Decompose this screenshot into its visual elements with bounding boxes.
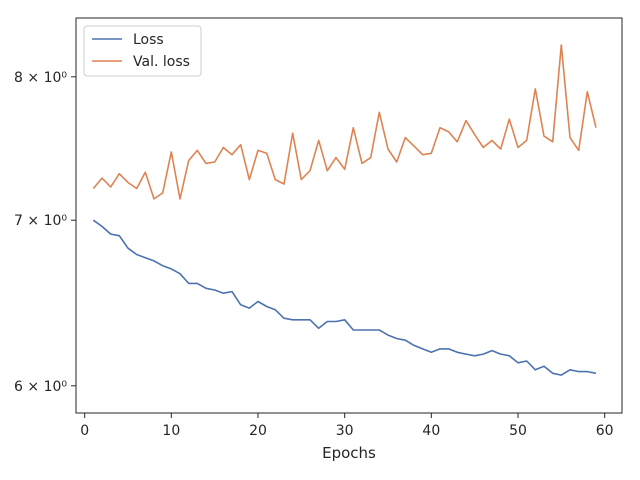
x-tick-label: 0 bbox=[80, 423, 89, 439]
x-tick-label: 40 bbox=[422, 423, 440, 439]
y-tick-label: 6 × 10⁰ bbox=[14, 379, 67, 395]
legend-label-loss: Loss bbox=[133, 32, 164, 48]
legend: Loss Val. loss bbox=[83, 25, 202, 77]
plot-frame bbox=[75, 17, 623, 414]
x-tick-label: 20 bbox=[249, 423, 267, 439]
x-axis-label: Epochs bbox=[322, 444, 376, 462]
x-tick-label: 50 bbox=[509, 423, 527, 439]
y-tick-label: 7 × 10⁰ bbox=[14, 213, 67, 229]
x-tick-label: 60 bbox=[596, 423, 614, 439]
legend-label-val-loss: Val. loss bbox=[133, 54, 190, 70]
series-lines bbox=[92, 44, 597, 376]
x-tick-label: 10 bbox=[162, 423, 180, 439]
x-axis-ticks: 0 10 20 30 40 50 60 bbox=[80, 413, 614, 439]
y-axis-ticks: 6 × 10⁰ 7 × 10⁰ 8 × 10⁰ bbox=[14, 70, 76, 395]
series-line-val-loss bbox=[92, 44, 597, 200]
x-tick-label: 30 bbox=[336, 423, 354, 439]
y-tick-label: 8 × 10⁰ bbox=[14, 70, 67, 86]
series-line-loss bbox=[92, 219, 597, 376]
